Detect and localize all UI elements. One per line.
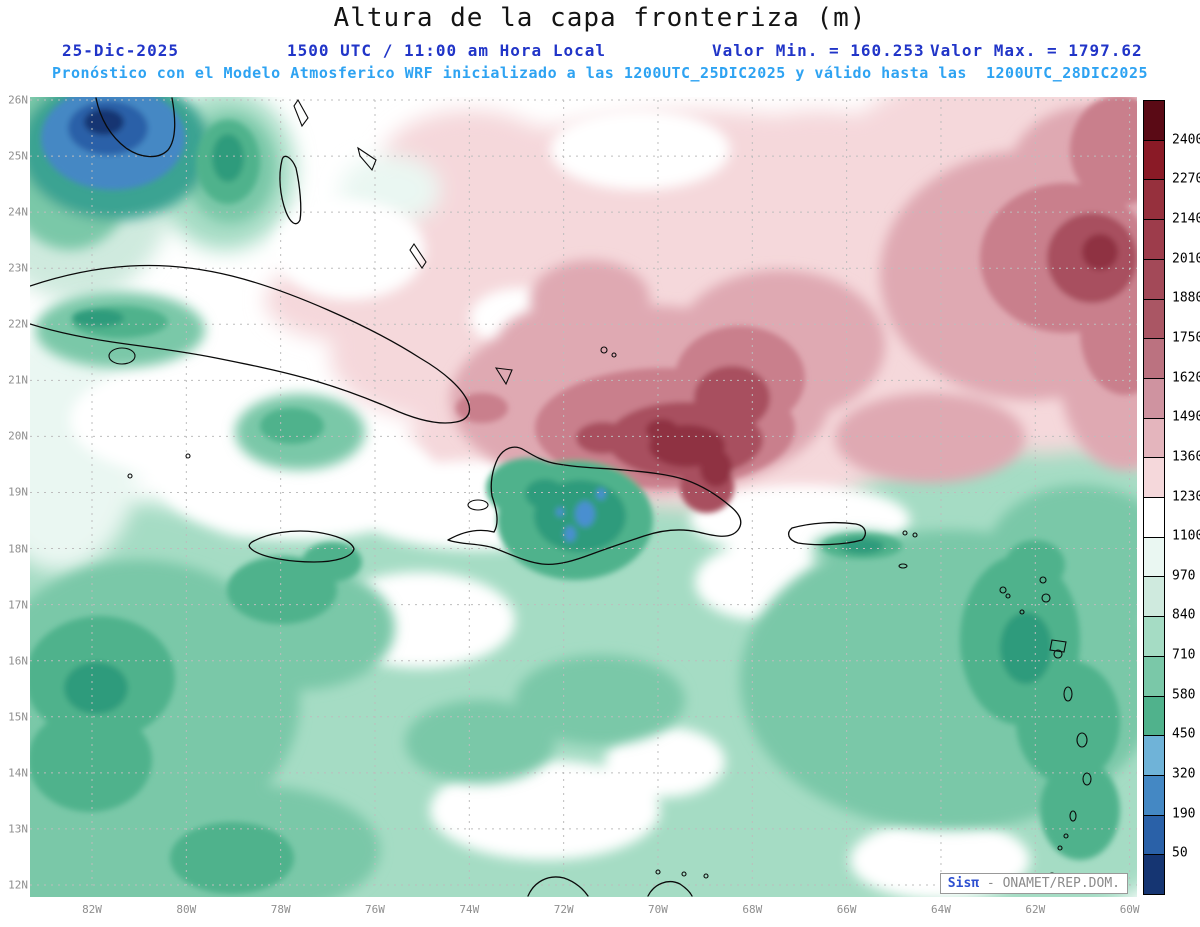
lat-tick-label: 22N [8,317,28,331]
colorbar-segment [1144,537,1164,578]
colorbar-segment [1144,696,1164,737]
contour-core-layer [30,97,1137,894]
colorbar-tick-label: 1880 [1172,290,1200,306]
colorbar-tick-label: 1100 [1172,528,1200,544]
lon-tick-label: 66W [836,903,857,916]
colorbar-tick-label: 2140 [1172,211,1200,227]
lon-tick-label: 80W [176,903,197,916]
colorbar-segment [1144,736,1164,776]
watermark: Sisπ - ONAMET/REP.DOM. [939,873,1128,894]
colorbar-segment [1144,656,1164,697]
lon-tick-label: 72W [553,903,574,916]
colorbar-segment [1144,617,1164,657]
lat-tick-label: 24N [8,205,28,219]
lat-tick-label: 21N [8,373,28,387]
lat-tick-label: 26N [8,93,28,107]
lon-tick-label: 60W [1119,903,1140,916]
lat-tick-label: 13N [8,822,28,836]
lat-tick-label: 20N [8,429,28,443]
value-min-label: Valor Min. = 160.253 [712,41,925,60]
colorbar [1143,100,1165,895]
colorbar-segment [1144,339,1164,379]
colorbar-segment [1144,775,1164,816]
model-info-line: Pronóstico con el Modelo Atmosferico WRF… [51,64,1149,82]
colorbar-segment [1144,577,1164,618]
lat-tick-label: 12N [8,878,28,892]
lat-tick-label: 19N [8,485,28,499]
colorbar-tick-label: 970 [1172,568,1196,584]
colorbar-tick-label: 2400 [1172,132,1200,148]
colorbar-segment [1144,378,1164,419]
watermark-text: - ONAMET/REP.DOM. [979,876,1120,891]
colorbar-segment [1144,299,1164,340]
lon-tick-label: 78W [270,903,291,916]
grid-lines [30,99,1137,886]
colorbar-tick-label: 1620 [1172,370,1200,386]
watermark-brand: Sisπ [947,876,980,891]
lat-tick-label: 16N [8,654,28,668]
lat-tick-label: 18N [8,542,28,556]
lon-tick-label: 64W [931,903,951,916]
colorbar-tick-label: 2270 [1172,171,1200,187]
colorbar-segment [1144,140,1164,181]
colorbar-segment [1144,498,1164,538]
lat-tick-label: 23N [8,261,28,275]
colorbar-segment [1144,855,1164,895]
colorbar-tick-label: 450 [1172,726,1196,742]
colorbar-segment [1144,418,1164,459]
coastlines [30,97,1092,897]
colorbar-segment [1144,458,1164,499]
lon-tick-label: 74W [459,903,480,916]
forecast-date: 25-Dic-2025 [62,41,179,60]
colorbar-tick-label: 50 [1172,845,1188,861]
colorbar-tick-label: 1230 [1172,489,1200,504]
colorbar-tick-label: 320 [1172,766,1196,782]
lon-tick-label: 82W [82,903,102,916]
lat-tick-label: 17N [8,598,28,612]
colorbar-tick-label: 580 [1172,687,1196,703]
colorbar-tick-label: 1490 [1172,409,1200,425]
colorbar-segment [1144,815,1164,856]
lat-tick-label: 25N [8,149,28,163]
lon-tick-label: 62W [1025,903,1046,916]
lon-tick-label: 70W [648,903,668,916]
colorbar-tick-label: 1360 [1172,449,1200,465]
colorbar-tick-label: 840 [1172,607,1196,623]
lon-tick-label: 68W [742,903,763,916]
chart-title: Altura de la capa fronteriza (m) [333,3,867,33]
lat-tick-label: 14N [8,766,28,780]
value-max-label: Valor Max. = 1797.62 [930,41,1143,60]
forecast-time: 1500 UTC / 11:00 am Hora Local [287,41,606,60]
colorbar-tick-label: 1750 [1172,330,1200,346]
colorbar-tick-label: 2010 [1172,251,1200,267]
colorbar-tick-label: 190 [1172,806,1196,822]
colorbar-segment [1144,101,1164,141]
colorbar-segment [1144,220,1164,260]
colorbar-segment [1144,180,1164,221]
colorbar-segment [1144,259,1164,300]
lat-tick-label: 15N [8,710,28,724]
colorbar-tick-label: 710 [1172,647,1196,663]
lon-tick-label: 76W [365,903,385,916]
